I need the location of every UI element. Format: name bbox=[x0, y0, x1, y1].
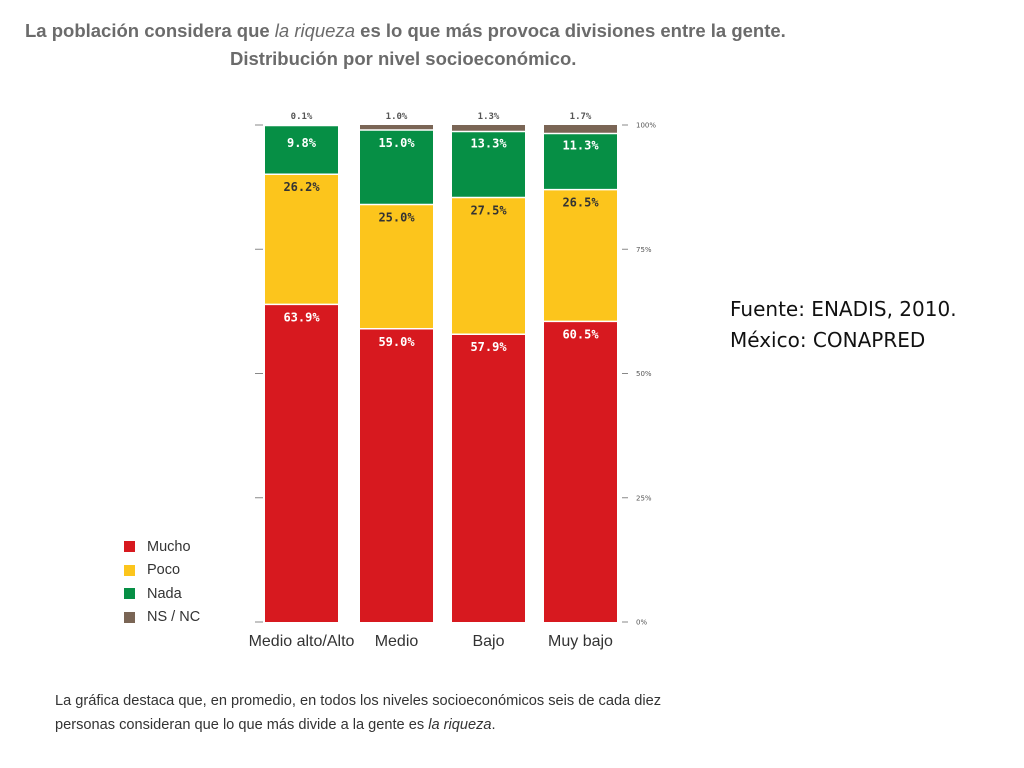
bar-segment-nada bbox=[544, 133, 617, 190]
category-label: Medio bbox=[375, 633, 419, 650]
bar-segment-ns-nc bbox=[544, 125, 617, 134]
bar-segment-mucho bbox=[544, 321, 617, 622]
bar-segment-ns-nc bbox=[360, 125, 433, 130]
footnote: La gráfica destaca que, en promedio, en … bbox=[55, 689, 661, 737]
y-tick-label: 0% bbox=[636, 619, 647, 627]
legend-label: NS / NC bbox=[147, 609, 201, 626]
legend-item-nada: Nada bbox=[124, 582, 200, 606]
bar-segment-ns-nc bbox=[452, 125, 525, 132]
y-tick-label: 100% bbox=[636, 122, 656, 130]
value-label: 57.9% bbox=[470, 340, 507, 354]
legend-swatch bbox=[124, 588, 135, 600]
bar-segment-nada bbox=[452, 131, 525, 198]
legend-label: Poco bbox=[147, 562, 181, 579]
bar-segment-nada bbox=[360, 129, 433, 205]
footnote-line-1: La gráfica destaca que, en promedio, en … bbox=[55, 693, 662, 709]
y-tick-label: 25% bbox=[636, 494, 652, 502]
category-label: Medio alto/Alto bbox=[249, 633, 355, 650]
top-value-label: 1.7% bbox=[570, 112, 592, 122]
value-label: 11.3% bbox=[562, 138, 599, 152]
legend-swatch bbox=[124, 611, 135, 623]
bar-segment-mucho bbox=[360, 328, 433, 622]
value-label: 15.0% bbox=[378, 136, 415, 150]
y-tick-label: 75% bbox=[636, 246, 652, 254]
legend-item-ns-nc: NS / NC bbox=[124, 606, 200, 630]
bar-segment-mucho bbox=[265, 304, 338, 622]
footnote-line-2: personas consideran que lo que más divid… bbox=[55, 717, 496, 733]
title-line-2: Distribución por nivel socioeconómico. bbox=[230, 48, 577, 69]
legend-label: Mucho bbox=[147, 538, 191, 555]
legend: Mucho Poco Nada NS / NC bbox=[124, 535, 200, 629]
legend-label: Nada bbox=[147, 585, 182, 602]
top-value-label: 0.1% bbox=[291, 112, 313, 122]
bar-segment-poco bbox=[452, 197, 525, 335]
value-label: 9.8% bbox=[287, 136, 317, 150]
y-tick-label: 50% bbox=[636, 370, 652, 378]
legend-item-mucho: Mucho bbox=[124, 535, 200, 559]
value-label: 13.3% bbox=[470, 136, 507, 150]
title-line-1: La población considera que la riqueza es… bbox=[25, 20, 786, 41]
value-label: 27.5% bbox=[470, 204, 507, 218]
value-label: 59.0% bbox=[378, 335, 415, 349]
bar-segment-mucho bbox=[452, 334, 525, 622]
value-label: 26.5% bbox=[562, 196, 599, 210]
source-line-1: Fuente: ENADIS, 2010. bbox=[730, 297, 957, 321]
category-label: Bajo bbox=[472, 633, 504, 650]
value-label: 25.0% bbox=[378, 211, 415, 225]
bar-segment-nada bbox=[265, 125, 338, 175]
top-value-label: 1.0% bbox=[386, 112, 408, 122]
category-label: Muy bajo bbox=[548, 633, 613, 650]
source-note: Fuente: ENADIS, 2010. México: CONAPRED bbox=[730, 294, 957, 356]
value-label: 60.5% bbox=[562, 327, 599, 341]
legend-swatch bbox=[124, 564, 135, 576]
top-value-label: 1.3% bbox=[478, 112, 500, 122]
bar-segment-poco bbox=[360, 204, 433, 329]
footnote-italic: la riqueza bbox=[428, 717, 492, 733]
source-line-2: México: CONAPRED bbox=[730, 328, 926, 352]
bar-segment-poco bbox=[265, 174, 338, 305]
value-label: 26.2% bbox=[283, 180, 320, 194]
value-label: 63.9% bbox=[283, 310, 320, 324]
legend-item-poco: Poco bbox=[124, 559, 200, 583]
title-italic: la riqueza bbox=[274, 20, 356, 41]
legend-swatch bbox=[124, 541, 135, 553]
bar-segment-poco bbox=[544, 189, 617, 322]
